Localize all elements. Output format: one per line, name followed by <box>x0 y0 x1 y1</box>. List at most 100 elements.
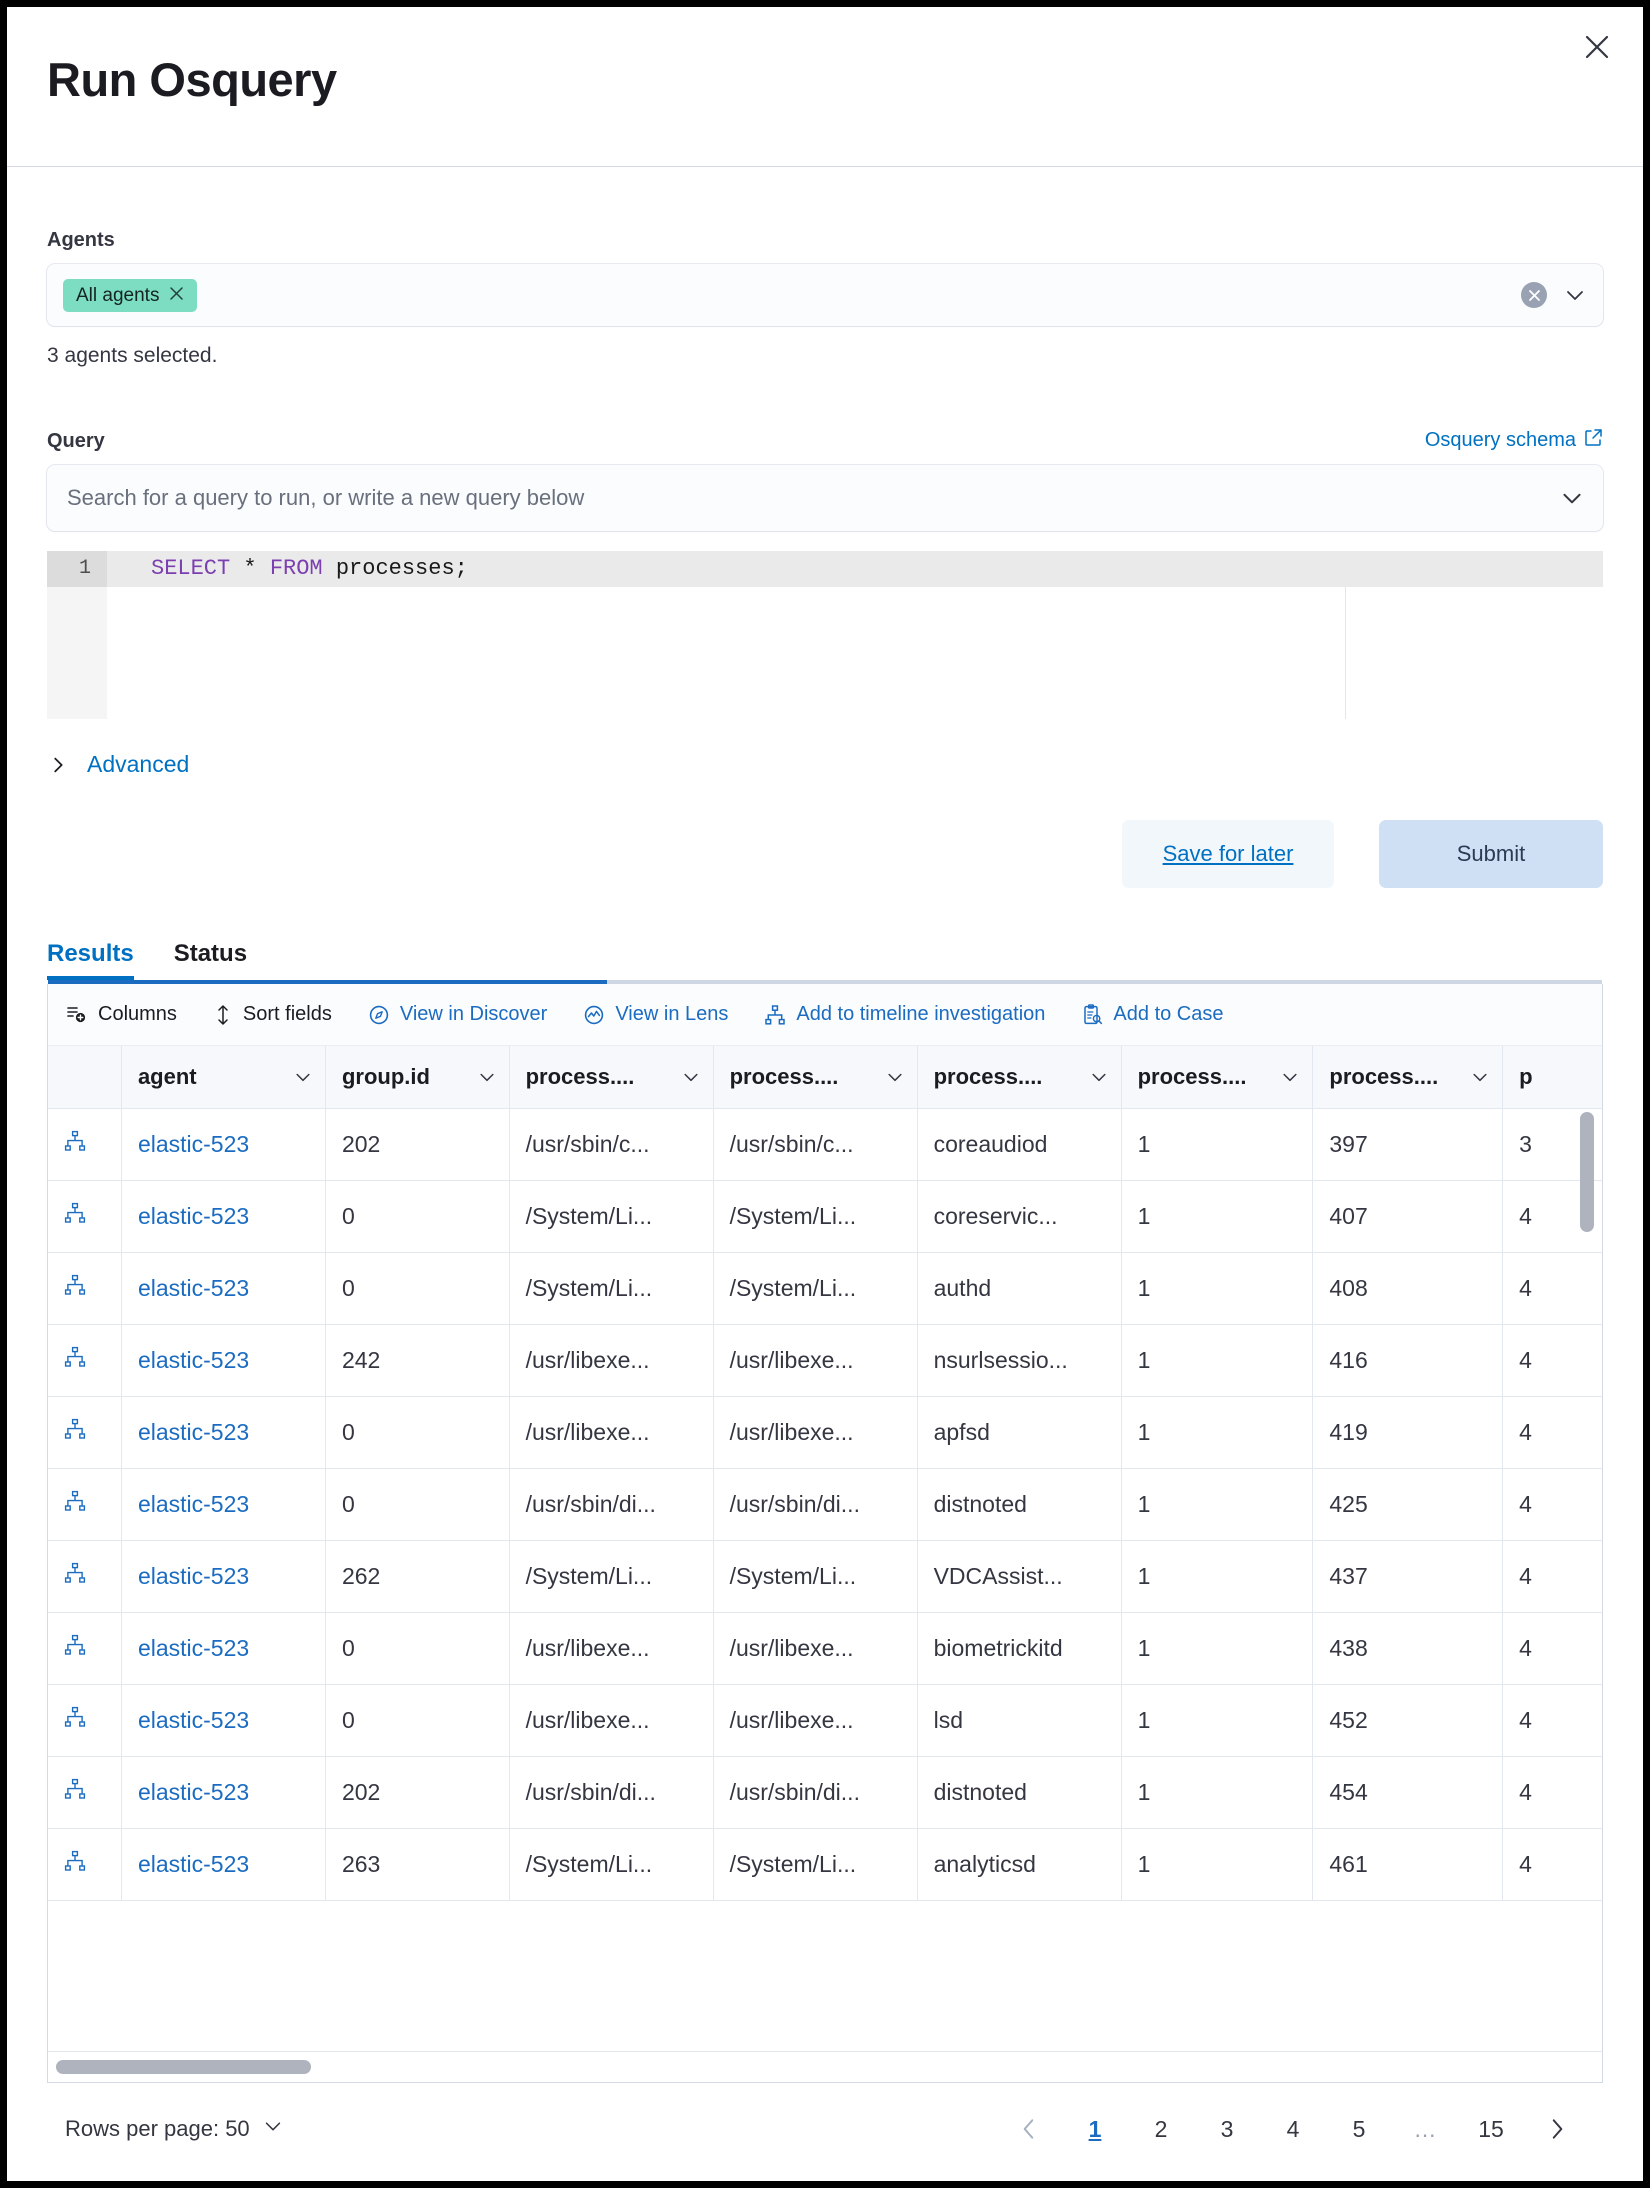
chevron-down-icon[interactable] <box>885 1067 905 1087</box>
column-header-process-threads[interactable]: process.... <box>1121 1046 1314 1109</box>
osquery-schema-link[interactable]: Osquery schema <box>1425 428 1603 453</box>
expand-row-icon[interactable] <box>64 1850 86 1872</box>
datagrid-scroll-area: agent group.id process.... <box>48 1046 1602 2051</box>
agent-link[interactable]: elastic-523 <box>137 1130 250 1157</box>
expand-row-icon[interactable] <box>64 1706 86 1728</box>
expand-row-icon[interactable] <box>64 1634 86 1656</box>
row-expand-cell[interactable] <box>48 1756 122 1829</box>
cross-icon[interactable] <box>169 286 184 305</box>
cell-agent[interactable]: elastic-523 <box>121 1828 326 1901</box>
table-header-row: agent group.id process.... <box>48 1046 1602 1109</box>
row-expand-cell[interactable] <box>48 1468 122 1541</box>
agent-link[interactable]: elastic-523 <box>137 1418 250 1445</box>
chevron-down-icon[interactable] <box>681 1067 701 1087</box>
column-header-process-path[interactable]: process.... <box>509 1046 714 1109</box>
cell-agent[interactable]: elastic-523 <box>121 1612 326 1685</box>
expand-row-icon[interactable] <box>64 1562 86 1584</box>
expand-row-icon[interactable] <box>64 1274 86 1296</box>
row-expand-cell[interactable] <box>48 1612 122 1685</box>
view-in-discover-button[interactable]: View in Discover <box>368 1003 547 1026</box>
view-in-lens-button[interactable]: View in Lens <box>583 1003 728 1026</box>
agent-pill-all-agents[interactable]: All agents <box>63 278 198 312</box>
chevron-down-icon[interactable] <box>477 1067 497 1087</box>
chevron-down-icon[interactable] <box>1470 1067 1490 1087</box>
row-expand-cell[interactable] <box>48 1396 122 1469</box>
chevron-down-icon[interactable] <box>1280 1067 1300 1087</box>
expand-row-icon[interactable] <box>64 1778 86 1800</box>
row-expand-cell[interactable] <box>48 1540 122 1613</box>
clear-circle-icon[interactable] <box>1521 282 1547 308</box>
row-expand-cell[interactable] <box>48 1180 122 1253</box>
row-expand-cell[interactable] <box>48 1252 122 1325</box>
horizontal-scrollbar-track[interactable] <box>48 2051 1602 2082</box>
cell-process-path: /usr/sbin/di... <box>509 1756 714 1829</box>
chevron-down-icon[interactable] <box>293 1067 313 1087</box>
cell-agent[interactable]: elastic-523 <box>121 1396 326 1469</box>
agent-link[interactable]: elastic-523 <box>137 1490 250 1517</box>
column-header-process-pid[interactable]: process.... <box>1312 1046 1504 1109</box>
row-expand-cell[interactable] <box>48 1324 122 1397</box>
page-button-3[interactable]: 3 <box>1220 2115 1234 2142</box>
save-for-later-button[interactable]: Save for later <box>1122 820 1334 888</box>
chevron-right-icon[interactable] <box>1527 2107 1587 2151</box>
expand-row-icon[interactable] <box>64 1490 86 1512</box>
agent-link[interactable]: elastic-523 <box>137 1778 250 1805</box>
cell-agent[interactable]: elastic-523 <box>121 1180 326 1253</box>
add-to-case-button[interactable]: Add to Case <box>1081 1003 1224 1026</box>
agent-link[interactable]: elastic-523 <box>137 1562 250 1589</box>
page-button-1[interactable]: 1 <box>1088 2115 1102 2142</box>
page-button-5[interactable]: 5 <box>1352 2115 1366 2142</box>
sql-editor[interactable]: 1 SELECT * FROM processes; <box>47 551 1603 719</box>
expand-row-icon[interactable] <box>64 1202 86 1224</box>
expand-row-icon[interactable] <box>64 1418 86 1440</box>
columns-button[interactable]: Columns <box>66 1003 177 1026</box>
column-header-process-more[interactable]: p <box>1502 1046 1602 1109</box>
page-button-15[interactable]: 15 <box>1478 2115 1504 2142</box>
cell-agent[interactable]: elastic-523 <box>121 1540 326 1613</box>
tab-status[interactable]: Status <box>173 940 248 967</box>
horizontal-scrollbar-thumb[interactable] <box>56 2060 311 2074</box>
row-expand-cell[interactable] <box>48 1828 122 1901</box>
cell-agent[interactable]: elastic-523 <box>121 1684 326 1757</box>
agent-link[interactable]: elastic-523 <box>137 1850 250 1877</box>
column-header-process-name[interactable]: process.... <box>917 1046 1122 1109</box>
cell-process-name-value: authd <box>933 1274 992 1301</box>
agent-link[interactable]: elastic-523 <box>137 1634 250 1661</box>
row-expand-cell[interactable] <box>48 1684 122 1757</box>
agent-link[interactable]: elastic-523 <box>137 1706 250 1733</box>
expand-row-icon[interactable] <box>64 1130 86 1152</box>
row-expand-cell[interactable] <box>48 1108 122 1181</box>
agent-link[interactable]: elastic-523 <box>137 1202 250 1229</box>
expand-row-icon[interactable] <box>64 1346 86 1368</box>
cell-agent[interactable]: elastic-523 <box>121 1252 326 1325</box>
cell-agent[interactable]: elastic-523 <box>121 1108 326 1181</box>
close-icon[interactable] <box>1573 23 1621 71</box>
page-button-4[interactable]: 4 <box>1286 2115 1300 2142</box>
chevron-down-icon[interactable] <box>1563 283 1587 307</box>
vertical-scrollbar[interactable] <box>1580 1112 1594 1232</box>
advanced-toggle[interactable]: Advanced <box>47 751 1603 778</box>
sort-fields-button[interactable]: Sort fields <box>213 1003 332 1026</box>
add-to-timeline-button[interactable]: Add to timeline investigation <box>764 1003 1045 1026</box>
chevron-down-icon[interactable] <box>1089 1067 1109 1087</box>
submit-button[interactable]: Submit <box>1379 820 1603 888</box>
chevron-down-icon[interactable] <box>1559 465 1585 531</box>
column-header-group-id[interactable]: group.id <box>325 1046 510 1109</box>
cell-process-path2: /System/Li... <box>713 1540 918 1613</box>
tab-results[interactable]: Results <box>47 940 134 980</box>
agent-link[interactable]: elastic-523 <box>137 1274 250 1301</box>
column-header-process-path2[interactable]: process.... <box>713 1046 918 1109</box>
query-search-input[interactable]: Search for a query to run, or write a ne… <box>47 465 1603 531</box>
results-datagrid: Columns Sort fields <box>47 980 1603 2083</box>
chevron-left-icon[interactable] <box>999 2107 1059 2151</box>
cell-process-more-value: 4 <box>1519 1850 1532 1877</box>
column-header-agent[interactable]: agent <box>121 1046 326 1109</box>
page-button-2[interactable]: 2 <box>1154 2115 1168 2142</box>
agents-combobox[interactable]: All agents <box>47 264 1603 326</box>
agent-link[interactable]: elastic-523 <box>137 1346 250 1373</box>
cell-agent[interactable]: elastic-523 <box>121 1324 326 1397</box>
rows-per-page-select[interactable]: Rows per page: 50 <box>65 2115 284 2143</box>
cell-process-path2-value: /usr/libexe... <box>729 1634 854 1661</box>
cell-agent[interactable]: elastic-523 <box>121 1468 326 1541</box>
cell-agent[interactable]: elastic-523 <box>121 1756 326 1829</box>
